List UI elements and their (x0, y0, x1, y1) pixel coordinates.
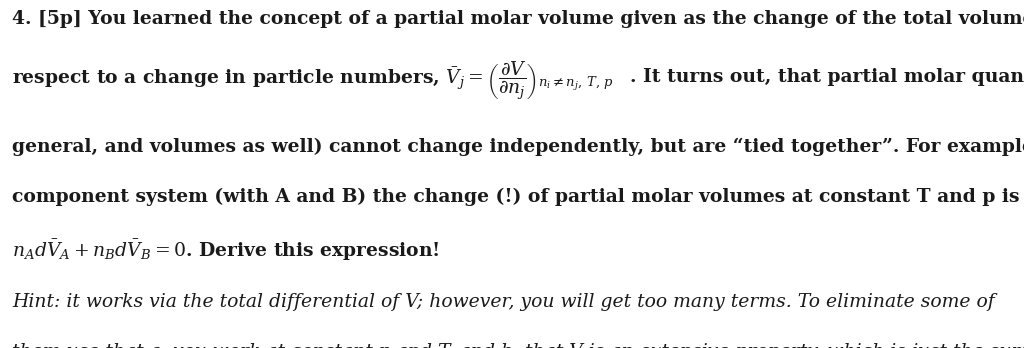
Text: $n_A d\bar{V}_A + n_B d\bar{V}_B = 0$. Derive this expression!: $n_A d\bar{V}_A + n_B d\bar{V}_B = 0$. D… (12, 238, 439, 263)
Text: component system (with A and B) the change (!) of partial molar volumes at const: component system (with A and B) the chan… (12, 188, 1024, 206)
Text: respect to a change in particle numbers, $\bar{V}_j = \left(\dfrac{\partial V}{\: respect to a change in particle numbers,… (12, 60, 614, 103)
Text: Hint: it works via the total differential of V; however, you will get too many t: Hint: it works via the total differentia… (12, 293, 994, 311)
Text: . It turns out, that partial molar quantities (in: . It turns out, that partial molar quant… (630, 68, 1024, 86)
Text: general, and volumes as well) cannot change independently, but are “tied togethe: general, and volumes as well) cannot cha… (12, 138, 1024, 156)
Text: them use that a. you work at constant p and T, and b. that V is an extensive pro: them use that a. you work at constant p … (12, 343, 1024, 348)
Text: 4. [5p] You learned the concept of a partial molar volume given as the change of: 4. [5p] You learned the concept of a par… (12, 10, 1024, 28)
